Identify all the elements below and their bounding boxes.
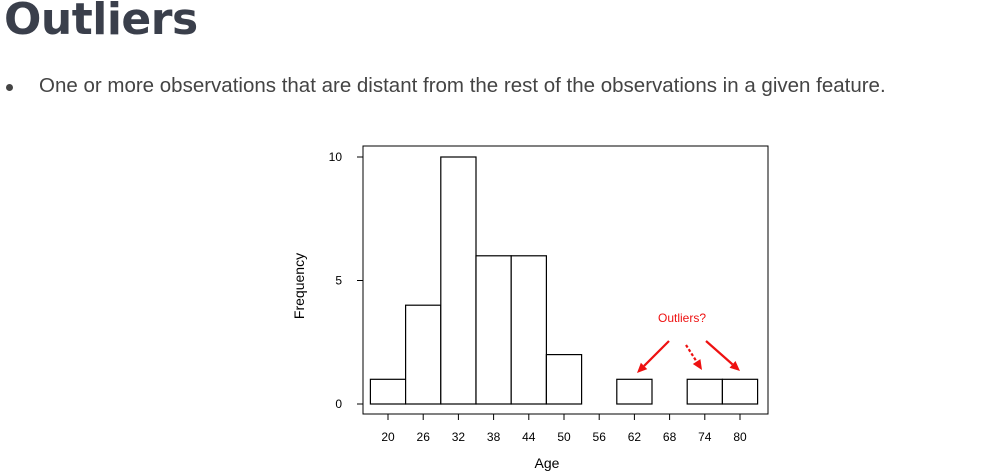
outlier-arrow-icon bbox=[705, 340, 740, 371]
x-tick-label: 44 bbox=[522, 430, 536, 444]
histogram-bar-50 bbox=[545, 354, 583, 405]
x-tick-label: 74 bbox=[698, 430, 712, 444]
x-tick-label: 62 bbox=[628, 430, 642, 444]
x-tick-label: 38 bbox=[487, 430, 501, 444]
outlier-arrow-icon bbox=[685, 344, 702, 370]
x-tick-label: 20 bbox=[381, 430, 395, 444]
bullet-dot-icon bbox=[6, 84, 13, 91]
x-tick-label: 80 bbox=[733, 430, 747, 444]
y-axis-label: Frequency bbox=[291, 253, 307, 319]
outliers-annotation: Outliers? bbox=[658, 311, 706, 325]
x-tick-label: 68 bbox=[663, 430, 677, 444]
page-title: Outliers bbox=[4, 0, 198, 45]
x-axis-label: Age bbox=[535, 455, 560, 471]
y-tick-label: 10 bbox=[329, 150, 343, 164]
x-tick-label: 50 bbox=[557, 430, 571, 444]
x-tick-label: 56 bbox=[593, 430, 607, 444]
bullet-text: One or more observations that are distan… bbox=[39, 74, 886, 97]
histogram-bar-26 bbox=[405, 304, 442, 405]
histogram-bar-80 bbox=[721, 378, 759, 405]
outlier-arrow-icon bbox=[637, 340, 670, 373]
x-tick-label: 26 bbox=[417, 430, 431, 444]
histogram-bar-74 bbox=[686, 378, 724, 405]
histogram-bar-44 bbox=[510, 255, 548, 405]
histogram-bar-62 bbox=[616, 378, 653, 405]
histogram-bar-20 bbox=[369, 378, 407, 405]
x-tick-label: 32 bbox=[452, 430, 466, 444]
histogram-bar-38 bbox=[475, 255, 512, 405]
y-tick-label: 5 bbox=[335, 274, 342, 288]
y-tick-label: 0 bbox=[335, 397, 342, 411]
histogram-bar-32 bbox=[440, 156, 477, 405]
